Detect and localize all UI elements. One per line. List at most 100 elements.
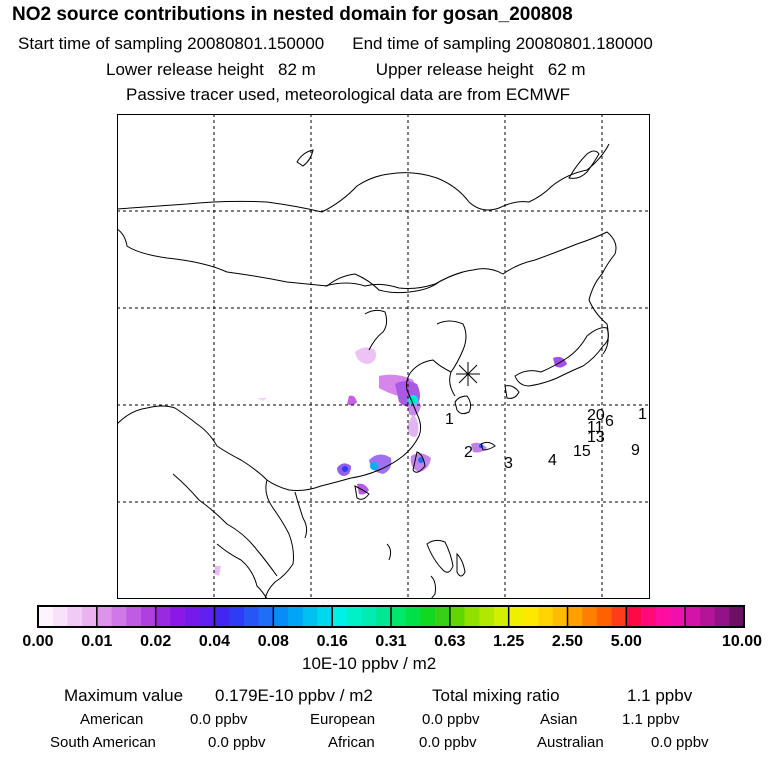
- end-time-label: End time of sampling: [352, 34, 511, 53]
- map-panel: 1 2 3 4 1 20 6 15 9 11 13: [117, 114, 650, 599]
- station-label: 2: [464, 444, 473, 461]
- colorbar-cell: [479, 606, 495, 627]
- upper-height-value: 62 m: [547, 60, 586, 79]
- colorbar-cell: [641, 606, 657, 627]
- station-label: 13: [587, 429, 605, 446]
- colorbar-cell: [111, 606, 127, 627]
- region-name: American: [80, 711, 144, 728]
- colorbar-cell: [685, 606, 701, 627]
- colorbar-cell: [346, 606, 362, 627]
- colorbar-cell: [273, 606, 289, 627]
- total-mixing-label: Total mixing ratio: [432, 686, 560, 705]
- colorbar-tick-label: 10.00: [722, 633, 762, 650]
- lower-height-label: Lower release height: [106, 60, 264, 79]
- colorbar-cell: [126, 606, 142, 627]
- station-label: 4: [548, 452, 557, 469]
- colorbar-cell: [302, 606, 318, 627]
- colorbar-cell: [611, 606, 627, 627]
- lower-height-value: 82 m: [278, 60, 316, 79]
- colorbar-cell: [317, 606, 333, 627]
- colorbar-cell: [243, 606, 259, 627]
- colorbar-tick-label: 0.01: [81, 633, 112, 650]
- colorbar-cell: [140, 606, 156, 627]
- colorbar-cell: [655, 606, 671, 627]
- station-label: 11: [587, 419, 604, 436]
- region-name: European: [310, 711, 376, 728]
- colorbar-cell: [670, 606, 686, 627]
- region-value: 0.0 ppbv: [422, 711, 480, 728]
- colorbar-cell: [699, 606, 715, 627]
- colorbar-cell: [288, 606, 304, 627]
- colorbar-cell: [376, 606, 392, 627]
- start-time-label: Start time of sampling: [18, 34, 183, 53]
- map-frame: [117, 114, 650, 599]
- coastlines: [117, 143, 617, 599]
- colorbar-cell: [229, 606, 245, 627]
- colorbar-tick-label: 5.00: [611, 633, 642, 650]
- colorbar-cell: [214, 606, 230, 627]
- colorbar-cell: [67, 606, 83, 627]
- colorbar-tick-label: 0.16: [317, 633, 348, 650]
- colorbar-cell: [38, 606, 54, 627]
- end-time-value: 20080801.180000: [515, 34, 653, 53]
- region-name: South American: [50, 734, 156, 751]
- colorbar-cell: [391, 606, 407, 627]
- station-label: 15: [573, 443, 591, 460]
- colorbar-cell: [714, 606, 730, 627]
- station-label: 3: [504, 455, 513, 472]
- colorbar-tick-labels: 0.00 0.01 0.02 0.04 0.08 0.16 0.31 0.63 1.25 2.50…: [22, 633, 762, 650]
- graticule: [117, 114, 650, 599]
- station-label: 1: [445, 411, 454, 428]
- colorbar-cell: [185, 606, 201, 627]
- region-value: 0.0 ppbv: [419, 734, 477, 751]
- colorbar-units: 10E-10 ppbv / m2: [302, 654, 437, 673]
- colorbar-cell: [552, 606, 568, 627]
- colorbar-cell: [332, 606, 348, 627]
- colorbar-cell: [199, 606, 215, 627]
- colorbar-cell: [435, 606, 451, 627]
- colorbar-cell: [493, 606, 509, 627]
- station-label: 20: [587, 407, 605, 424]
- colorbar-cell: [420, 606, 436, 627]
- max-value: 0.179E-10 ppbv / m2: [215, 686, 373, 705]
- colorbar-cell: [464, 606, 480, 627]
- station-labels: 1 2 3 4 1 20 6 15 9 11 13: [445, 406, 647, 472]
- upper-height-label: Upper release height: [375, 60, 534, 79]
- map-title: NO2 source contributions in nested domai…: [12, 4, 573, 25]
- colorbar-cell: [52, 606, 68, 627]
- start-time-value: 20080801.150000: [187, 34, 325, 53]
- colorbar-cell: [170, 606, 186, 627]
- release-heights: Lower release height 82 m Upper release h…: [106, 60, 586, 80]
- station-label: 6: [605, 413, 614, 430]
- colorbar-tick-label: 0.63: [434, 633, 465, 650]
- colorbar-cell: [729, 606, 745, 627]
- colorbar-cell: [523, 606, 539, 627]
- tracer-note: Passive tracer used, meteorological data…: [126, 85, 571, 104]
- colorbar-tick-label: 0.31: [375, 633, 406, 650]
- region-value: 0.0 ppbv: [651, 734, 709, 751]
- colorbar-cell: [538, 606, 554, 627]
- region-value: 0.0 ppbv: [208, 734, 266, 751]
- colorbar: 0.00 0.01 0.02 0.04 0.08 0.16 0.31 0.63 1.25 2.50…: [22, 605, 762, 650]
- colorbar-cells: [37, 605, 745, 628]
- station-label: 9: [631, 442, 640, 459]
- colorbar-cell: [155, 606, 171, 627]
- colorbar-cell: [258, 606, 274, 627]
- max-value-label: Maximum value: [64, 686, 184, 705]
- colorbar-cell: [96, 606, 112, 627]
- colorbar-cell: [405, 606, 421, 627]
- region-name: Asian: [540, 711, 578, 728]
- colorbar-tick-label: 1.25: [493, 633, 524, 650]
- sampling-times: Start time of sampling 20080801.150000 En…: [18, 34, 653, 54]
- colorbar-tick-label: 0.08: [258, 633, 289, 650]
- region-name: Australian: [537, 734, 604, 751]
- station-label: 1: [638, 406, 647, 423]
- colorbar-cell: [582, 606, 598, 627]
- colorbar-tick-label: 2.50: [552, 633, 583, 650]
- colorbar-cell: [508, 606, 524, 627]
- region-name: African: [328, 734, 375, 751]
- region-value: 0.0 ppbv: [190, 711, 248, 728]
- colorbar-tick-label: 0.02: [140, 633, 171, 650]
- total-mixing-value: 1.1 ppbv: [627, 686, 693, 705]
- colorbar-cell: [361, 606, 377, 627]
